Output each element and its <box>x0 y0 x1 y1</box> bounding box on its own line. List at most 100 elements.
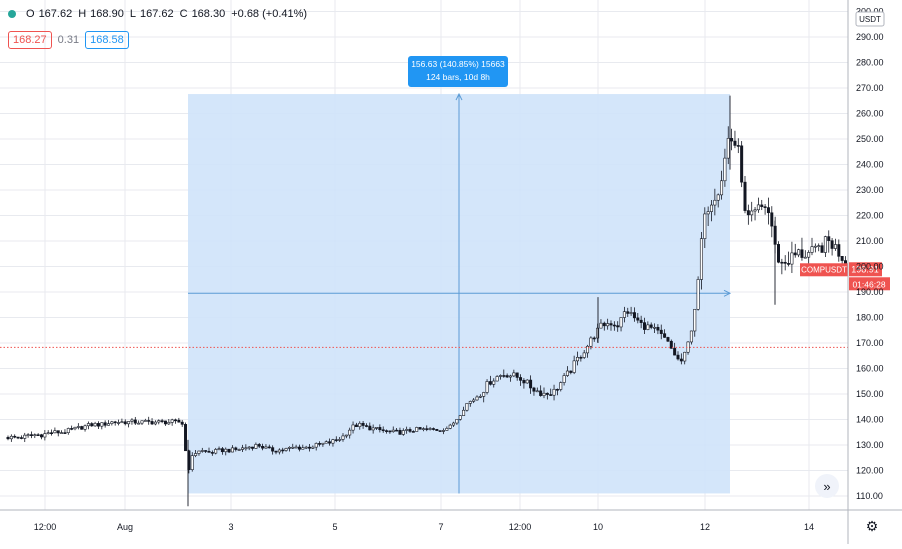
price-tick-label: 290.00 <box>856 32 884 42</box>
candle-body <box>133 419 137 424</box>
candle-body <box>495 376 499 382</box>
candle-body <box>341 435 345 440</box>
candle-body <box>163 420 167 425</box>
candle-body <box>405 429 409 431</box>
candle-body <box>177 419 181 423</box>
candle-body <box>807 252 811 258</box>
candle-body <box>525 379 529 384</box>
candle-body <box>334 439 338 441</box>
candle-body <box>50 432 54 435</box>
candle-body <box>766 207 770 214</box>
candle-body <box>776 244 780 263</box>
candle-body <box>746 210 750 216</box>
price-tick-label: 160.00 <box>856 364 884 374</box>
candle-body <box>579 357 583 359</box>
candle-body <box>304 446 308 449</box>
candle-body <box>622 311 626 318</box>
candle-body <box>441 430 445 432</box>
candle-body <box>810 246 814 253</box>
price-tick-label: 180.00 <box>856 313 884 323</box>
candle-body <box>46 432 50 435</box>
candle-body <box>827 236 831 241</box>
candle-body <box>107 423 111 426</box>
open-value: 167.62 <box>38 8 73 20</box>
candle-body <box>76 426 80 428</box>
price-tick-label: 250.00 <box>856 134 884 144</box>
candle-body <box>512 372 516 377</box>
candle-body <box>398 430 402 435</box>
candle-body <box>364 425 368 427</box>
change-value: +0.68 (+0.41%) <box>231 8 308 20</box>
time-tick-label: 3 <box>228 522 233 532</box>
candle-body <box>19 437 23 439</box>
price-tick-label: 150.00 <box>856 389 884 399</box>
last-price-box <box>849 262 882 277</box>
candle-body <box>666 337 670 342</box>
candle-body <box>646 324 650 330</box>
candle-body <box>214 449 218 454</box>
price-tick-label: 200.00 <box>856 262 884 272</box>
candle-body <box>254 444 258 449</box>
candle-body <box>344 434 348 437</box>
sell-price-box[interactable]: 168.27 <box>8 31 52 49</box>
candle-body <box>56 430 60 434</box>
settings-button[interactable]: ⚙ <box>863 518 881 536</box>
candle-body <box>170 419 174 423</box>
candle-body <box>291 446 295 449</box>
candle-body <box>783 261 787 264</box>
open-label: O <box>26 8 35 20</box>
candle-body <box>592 337 596 340</box>
candle-body <box>318 443 322 445</box>
candle-body <box>813 245 817 248</box>
candle-body <box>207 450 211 453</box>
time-tick-label: 12:00 <box>34 522 57 532</box>
candle-body <box>418 427 422 430</box>
candle-body <box>438 430 442 432</box>
candle-body <box>575 357 579 362</box>
candle-body <box>683 351 687 362</box>
buy-price-box[interactable]: 168.58 <box>85 31 129 49</box>
candle-body <box>787 263 791 265</box>
candle-body <box>385 430 389 432</box>
candle-body <box>482 392 486 397</box>
candle-body <box>66 428 70 434</box>
candle-body <box>167 422 171 425</box>
price-tick-label: 130.00 <box>856 440 884 450</box>
countdown-box <box>849 277 890 291</box>
measure-tool[interactable] <box>188 92 732 494</box>
candle-body <box>492 380 496 385</box>
candle-body <box>455 419 459 424</box>
candle-body <box>160 420 164 422</box>
candle-body <box>96 423 100 427</box>
candle-body <box>612 324 616 327</box>
candle-body <box>388 430 392 433</box>
candle-body <box>649 324 653 328</box>
candle-body <box>465 403 469 411</box>
candle-body <box>468 401 472 404</box>
candle-body <box>314 443 318 448</box>
candle-body <box>626 311 630 314</box>
candle-body <box>110 421 114 424</box>
candle-body <box>800 249 804 258</box>
candle-body <box>632 312 636 319</box>
candle-body <box>63 432 67 434</box>
candle-body <box>36 434 40 436</box>
price-tick-label: 120.00 <box>856 466 884 476</box>
price-overlay: COMPUSDT 198.91 01:46:28 <box>0 262 890 348</box>
candle-body <box>86 423 90 427</box>
candle-body <box>840 256 844 261</box>
candle-body <box>519 377 523 381</box>
scroll-to-realtime-button[interactable]: » <box>815 474 839 498</box>
candle-body <box>562 375 566 383</box>
candle-body <box>736 145 740 147</box>
candle-body <box>143 420 147 422</box>
candle-body <box>137 422 141 425</box>
candle-body <box>415 427 419 432</box>
candle-body <box>271 447 275 452</box>
candle-body <box>743 181 747 211</box>
candle-body <box>194 453 198 456</box>
candle-body <box>130 419 134 422</box>
